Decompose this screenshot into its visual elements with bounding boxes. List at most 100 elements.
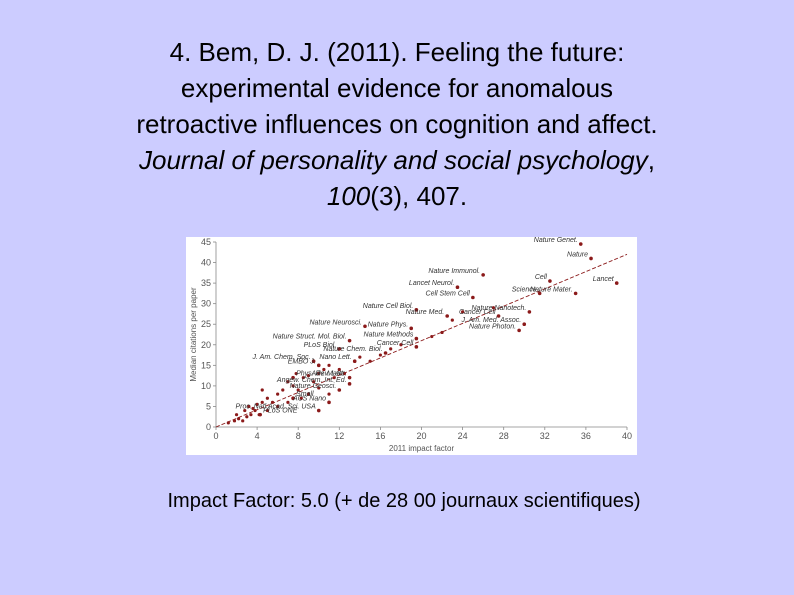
trend-line: [215, 253, 628, 428]
data-point-labeled: [517, 328, 521, 333]
x-tick-label: 40: [622, 431, 632, 441]
scatter-chart: 0 4 8 12 16 20 24 28 32 36 40 0 5 10 15 20 25 30 35 40 45 201…: [189, 237, 632, 453]
point-label: Phys. Rev. Lett.: [296, 371, 345, 378]
data-point: [291, 384, 295, 388]
y-tick-label: 25: [201, 319, 211, 329]
data-point: [260, 388, 264, 392]
data-point: [237, 417, 241, 421]
y-tick-label: 30: [201, 299, 211, 309]
title-line-2: experimental evidence for anomalous: [180, 73, 614, 103]
data-point-labeled: [548, 279, 552, 283]
data-point: [247, 404, 251, 409]
title-line-4: Journal of personality and social psycho…: [20, 142, 774, 178]
data-point: [327, 363, 331, 367]
point-label: Nature Photon.: [469, 323, 516, 330]
data-point-labeled: [311, 359, 316, 364]
point-label: Small: [296, 391, 314, 398]
data-point: [301, 376, 305, 380]
data-point: [243, 408, 247, 413]
point-label: Nature Genet.: [534, 237, 578, 244]
data-point: [299, 396, 303, 400]
point-label: Cell Stem Cell: [426, 291, 471, 298]
data-point: [306, 374, 311, 378]
data-point-labeled: [347, 382, 352, 386]
data-point: [226, 421, 230, 425]
data-point: [389, 347, 393, 351]
x-tick-label: 4: [255, 431, 260, 441]
point-label: Cancer Cell: [459, 309, 496, 316]
title-line-3: retroactive influences on cognition and …: [136, 109, 658, 139]
data-point-labeled: [316, 363, 321, 368]
point-label: Nature Nanotech.: [472, 305, 527, 312]
x-tick-label: 8: [296, 431, 301, 441]
data-point-labeled: [352, 359, 357, 364]
data-point-labeled: [589, 256, 593, 261]
point-label: Nature Chem. Biol.: [323, 346, 382, 353]
y-tick-label: 5: [206, 401, 211, 411]
y-axis-label: Median citations per paper: [189, 287, 198, 382]
y-tick-label: 45: [201, 237, 211, 247]
data-point-labeled: [327, 400, 331, 405]
y-tick-label: 15: [201, 360, 211, 370]
data-point: [245, 415, 249, 419]
data-point: [399, 343, 403, 347]
data-point-labeled: [337, 388, 342, 392]
data-point: [312, 380, 316, 384]
data-point: [306, 392, 311, 396]
data-point-labeled: [522, 322, 527, 327]
data-point: [251, 406, 255, 411]
data-point-labeled: [455, 285, 460, 290]
x-tick-label: 36: [581, 431, 591, 441]
point-label: Nature Phys.: [368, 321, 409, 328]
data-point-labeled: [414, 345, 419, 349]
data-point-labeled: [291, 375, 295, 380]
data-point-labeled: [347, 375, 352, 380]
data-point-labeled: [537, 291, 542, 296]
point-label: PLoS ONE: [263, 408, 298, 415]
point-label: Nature Struct. Mol. Biol.: [273, 334, 347, 341]
data-point-labeled: [383, 351, 388, 355]
point-label: Nature Cell Biol.: [363, 303, 414, 310]
data-point: [296, 388, 300, 392]
title-line-1: 4. Bem, D. J. (2011). Feeling the future…: [169, 37, 625, 67]
point-label: EMBO J.: [288, 358, 316, 365]
data-point: [234, 413, 239, 417]
data-point-labeled: [578, 242, 583, 246]
data-point: [317, 371, 321, 376]
data-point: [368, 359, 372, 363]
data-point-labeled: [258, 412, 262, 417]
point-label: Cancer Cell: [377, 340, 414, 347]
data-point-labeled: [316, 408, 321, 413]
data-point: [255, 402, 259, 406]
journal-separator: ,: [647, 145, 655, 175]
data-point-labeled: [291, 396, 295, 401]
data-point: [322, 367, 326, 372]
title-line-5: 100(3), 407.: [20, 178, 774, 214]
data-point-labeled: [527, 310, 532, 314]
point-label: Nature Neurosci.: [309, 319, 362, 326]
data-point: [332, 376, 336, 380]
point-label: Nature Immunol.: [428, 268, 480, 275]
x-tick-label: 24: [458, 431, 468, 441]
x-tick-label: 32: [540, 431, 550, 441]
data-point: [276, 392, 280, 396]
point-label: Proc. Natl Acad. Sci. USA: [235, 404, 316, 411]
x-tick-label: 0: [213, 431, 218, 441]
data-point: [294, 371, 298, 376]
data-point-labeled: [573, 291, 578, 296]
impact-factor-caption: Impact Factor: 5.0 (+ de 28 00 journaux …: [167, 490, 641, 512]
data-point-labeled: [409, 326, 414, 331]
data-point: [286, 400, 290, 404]
data-point-labeled: [347, 338, 352, 343]
point-label: Lancet Neurol.: [409, 280, 455, 287]
data-point-labeled: [614, 281, 619, 285]
data-point: [450, 318, 454, 322]
data-point-labeled: [496, 314, 501, 318]
point-label: ACS Nano: [292, 395, 326, 402]
data-point: [327, 392, 331, 396]
volume-number: 100: [326, 181, 371, 211]
y-tick-label: 10: [201, 381, 211, 391]
data-point: [281, 388, 285, 392]
y-tick-label: 20: [201, 340, 211, 350]
slide-title: 4. Bem, D. J. (2011). Feeling the future…: [20, 34, 774, 214]
